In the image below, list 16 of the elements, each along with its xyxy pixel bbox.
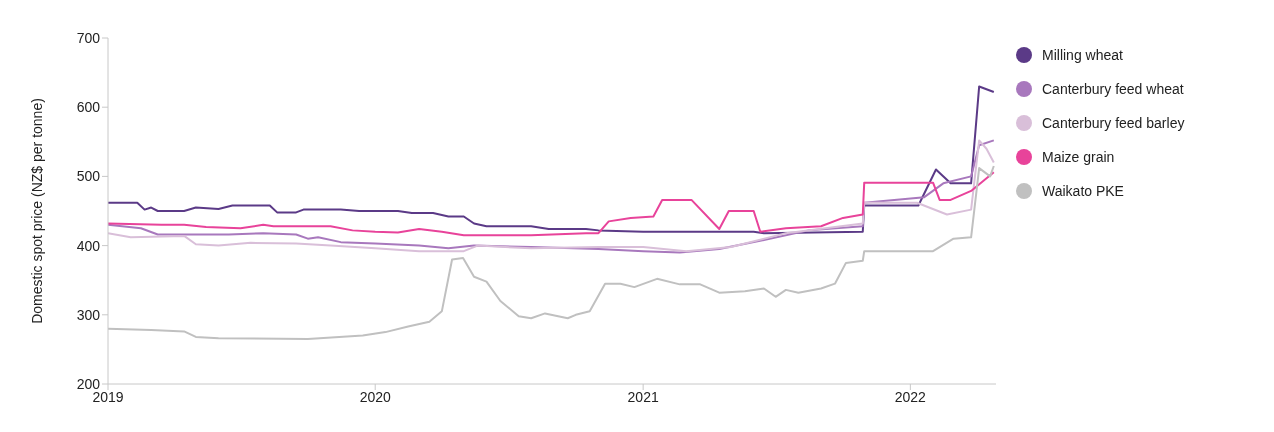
y-axis-title: Domestic spot price (NZ$ per tonne)	[28, 98, 45, 324]
legend-label: Maize grain	[1042, 149, 1115, 165]
line-series	[108, 171, 995, 237]
legend-label: Canterbury feed barley	[1042, 115, 1185, 131]
line-series	[108, 85, 995, 235]
y-tick-label: 600	[76, 99, 101, 116]
legend-label: Milling wheat	[1042, 47, 1123, 63]
y-tick-label: 500	[76, 168, 101, 185]
x-tick-label: 2022	[894, 388, 927, 405]
legend-label: Waikato PKE	[1042, 183, 1124, 199]
y-tick-label: 700	[76, 29, 101, 46]
y-tick-label: 300	[76, 306, 101, 323]
x-tick-label: 2020	[359, 388, 391, 405]
legend-label: Canterbury feed wheat	[1042, 81, 1184, 97]
x-tick-label: 2021	[627, 388, 659, 405]
y-tick-label: 400	[76, 237, 101, 254]
